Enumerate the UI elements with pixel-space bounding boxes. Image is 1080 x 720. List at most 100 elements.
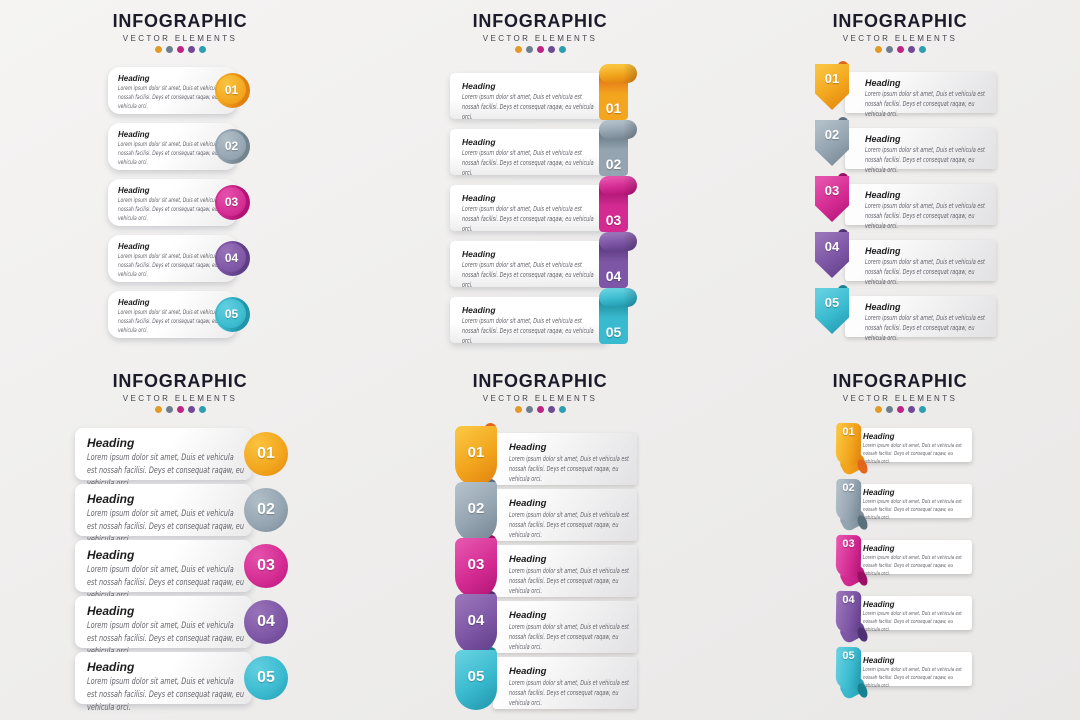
dot-magenta-icon xyxy=(896,405,904,413)
item-heading: Heading xyxy=(863,544,895,553)
step-number-badge: 05 xyxy=(244,656,288,700)
circle-inner xyxy=(217,75,246,104)
item-heading: Heading xyxy=(865,302,901,312)
item-heading: Heading xyxy=(863,488,895,497)
ribbon-curl-icon xyxy=(855,681,870,700)
item-heading: Heading xyxy=(863,432,895,441)
item-body: Lorem ipsum dolor sit amet, Duis et vehi… xyxy=(865,314,985,342)
item-body: Lorem ipsum dolor sit amet, Duis et vehi… xyxy=(462,317,594,345)
item-card: Heading Lorem ipsum dolor sit amet, Duis… xyxy=(493,601,637,653)
item-body: Lorem ipsum dolor sit amet, Duis et vehi… xyxy=(87,677,244,714)
item-body: Lorem ipsum dolor sit amet, Duis et vehi… xyxy=(509,567,629,595)
item-heading: Heading xyxy=(87,492,135,506)
scroll-roll xyxy=(599,120,637,139)
item-heading: Heading xyxy=(509,498,547,509)
item-card: Heading Lorem ipsum dolor sit amet, Duis… xyxy=(856,428,972,465)
ribbon-curl-icon xyxy=(855,569,870,588)
step-number-badge: 03 xyxy=(215,185,250,220)
step-number: 05 xyxy=(605,324,622,340)
item-card: Heading Lorem ipsum dolor sit amet, Duis… xyxy=(75,428,252,489)
step-number: 02 xyxy=(224,139,239,153)
step-number-badge: 02 xyxy=(833,478,870,533)
step-number-badge: 01 xyxy=(455,423,497,486)
step-number-badge: 01 xyxy=(599,64,637,120)
dot-orange-icon xyxy=(154,405,162,413)
infographic-panel-circle-right-large: INFOGRAPHIC VECTOR ELEMENTS Heading Lore… xyxy=(0,360,360,720)
item-heading: Heading xyxy=(462,81,496,91)
circle-inner xyxy=(217,187,246,216)
item-heading: Heading xyxy=(509,554,547,565)
item-body: Lorem ipsum dolor sit amet, Duis et vehi… xyxy=(865,90,985,118)
step-number-badge: 01 xyxy=(833,422,870,477)
item-card: Heading Lorem ipsum dolor sit amet, Duis… xyxy=(450,241,608,289)
step-number: 05 xyxy=(224,307,239,321)
item-body: Lorem ipsum dolor sit amet, Duis et vehi… xyxy=(462,261,594,289)
step-number: 04 xyxy=(824,239,840,254)
dot-magenta-icon xyxy=(896,45,904,53)
step-number: 03 xyxy=(605,212,622,228)
item-card: Heading Lorem ipsum dolor sit amet, Duis… xyxy=(845,240,996,286)
step-number: 01 xyxy=(842,426,855,438)
item-card: Heading Lorem ipsum dolor sit amet, Duis… xyxy=(845,72,996,118)
dot-slate-icon xyxy=(165,405,173,413)
step-number: 05 xyxy=(824,295,840,310)
item-card: Heading Lorem ipsum dolor sit amet, Duis… xyxy=(450,129,608,177)
dot-slate-icon xyxy=(165,45,173,53)
item-heading: Heading xyxy=(118,130,150,139)
step-number: 04 xyxy=(224,251,239,265)
page-title: INFOGRAPHIC xyxy=(832,371,968,391)
scroll-roll xyxy=(599,64,637,83)
item-heading: Heading xyxy=(863,600,895,609)
step-number: 03 xyxy=(467,556,485,573)
step-number-badge: 02 xyxy=(244,488,288,532)
dot-slate-icon xyxy=(525,45,533,53)
item-heading: Heading xyxy=(509,610,547,621)
item-heading: Heading xyxy=(118,186,150,195)
dot-purple-icon xyxy=(907,405,915,413)
step-number-badge: 05 xyxy=(455,647,497,710)
infographic-panel-tab-left: INFOGRAPHIC VECTOR ELEMENTS Heading Lore… xyxy=(360,360,720,720)
step-number-badge: 02 xyxy=(815,117,849,166)
circle-inner xyxy=(217,299,246,328)
item-heading: Heading xyxy=(865,78,901,88)
item-card: Heading Lorem ipsum dolor sit amet, Duis… xyxy=(450,73,608,121)
item-card: Heading Lorem ipsum dolor sit amet, Duis… xyxy=(450,297,608,345)
ribbon-curl-icon xyxy=(855,625,870,644)
step-number-badge: 02 xyxy=(215,129,250,164)
item-body: Lorem ipsum dolor sit amet, Duis et vehi… xyxy=(509,455,629,483)
dot-teal-icon xyxy=(198,45,206,53)
dot-purple-icon xyxy=(547,405,555,413)
dot-purple-icon xyxy=(187,405,195,413)
item-heading: Heading xyxy=(509,442,547,453)
item-card: Heading Lorem ipsum dolor sit amet, Duis… xyxy=(856,596,972,633)
dot-teal-icon xyxy=(558,405,566,413)
step-number: 04 xyxy=(257,613,275,630)
item-card: Heading Lorem ipsum dolor sit amet, Duis… xyxy=(845,128,996,174)
item-body: Lorem ipsum dolor sit amet, Duis et vehi… xyxy=(863,555,962,578)
dot-orange-icon xyxy=(514,45,522,53)
step-number-badge: 02 xyxy=(455,479,497,542)
subtitle: VECTOR ELEMENTS xyxy=(842,393,958,403)
step-number-badge: 05 xyxy=(215,297,250,332)
item-heading: Heading xyxy=(865,134,901,144)
item-body: Lorem ipsum dolor sit amet, Duis et vehi… xyxy=(462,149,594,177)
item-card: Heading Lorem ipsum dolor sit amet, Duis… xyxy=(493,545,637,597)
item-card: Heading Lorem ipsum dolor sit amet, Duis… xyxy=(856,484,972,521)
infographic-panel-circle-right: INFOGRAPHIC VECTOR ELEMENTS Heading Lore… xyxy=(0,0,360,360)
step-number-badge: 04 xyxy=(833,590,870,645)
item-body: Lorem ipsum dolor sit amet, Duis et vehi… xyxy=(118,253,228,278)
step-number-badge: 05 xyxy=(833,646,870,701)
page-title: INFOGRAPHIC xyxy=(112,11,248,31)
item-heading: Heading xyxy=(87,548,135,562)
subtitle: VECTOR ELEMENTS xyxy=(482,33,598,43)
item-card: Heading Lorem ipsum dolor sit amet, Duis… xyxy=(108,235,237,282)
step-number: 04 xyxy=(605,268,622,284)
dot-teal-icon xyxy=(918,405,926,413)
step-number: 03 xyxy=(257,557,275,574)
item-body: Lorem ipsum dolor sit amet, Duis et vehi… xyxy=(462,205,594,233)
step-number: 01 xyxy=(824,71,840,86)
step-number-badge: 03 xyxy=(244,544,288,588)
color-dots xyxy=(720,405,1080,413)
badge-shape xyxy=(455,482,497,542)
step-number: 01 xyxy=(224,83,239,97)
